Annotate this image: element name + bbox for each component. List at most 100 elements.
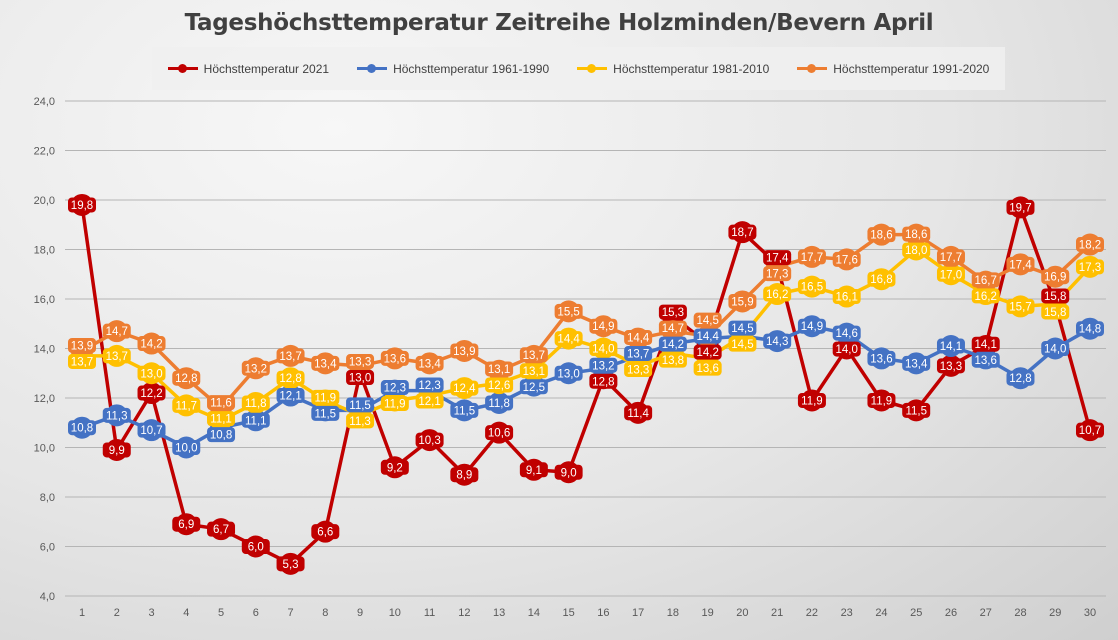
- data-label-background: [1076, 422, 1104, 438]
- data-label: 11,5: [905, 405, 927, 417]
- data-label-background: [137, 365, 166, 381]
- data-label-background: [728, 336, 757, 352]
- data-label: 17,0: [940, 269, 962, 281]
- data-label-background: [971, 336, 1000, 352]
- data-label: 11,4: [627, 408, 649, 420]
- data-label-background: [658, 304, 687, 320]
- data-label: 9,2: [387, 462, 403, 474]
- data-label: 11,5: [349, 400, 371, 412]
- data-label-background: [485, 377, 514, 393]
- data-label: 9,1: [526, 465, 542, 477]
- data-label: 12,1: [418, 396, 440, 408]
- x-tick-label: 28: [1014, 607, 1026, 619]
- data-label-background: [276, 556, 305, 572]
- data-label-background: [380, 350, 409, 366]
- data-label: 14,0: [592, 344, 614, 356]
- data-label: 16,5: [801, 282, 823, 294]
- data-label: 11,9: [871, 395, 893, 407]
- data-label: 14,9: [592, 321, 614, 333]
- x-tick-label: 6: [253, 607, 259, 619]
- data-label: 13,6: [696, 363, 718, 375]
- data-label: 12,8: [175, 373, 197, 385]
- x-tick-label: 10: [389, 607, 401, 619]
- data-label-background: [68, 353, 96, 369]
- data-label-background: [346, 370, 375, 386]
- data-label: 15,5: [557, 306, 579, 318]
- data-label-background: [415, 377, 444, 393]
- data-label: 10,8: [210, 430, 232, 442]
- data-label-background: [519, 462, 548, 478]
- data-label-background: [1041, 341, 1070, 356]
- data-label-background: [519, 363, 548, 379]
- data-label-background: [415, 432, 444, 448]
- data-label-background: [867, 392, 896, 408]
- data-label-background: [763, 266, 792, 282]
- data-label: 14,0: [1044, 344, 1066, 356]
- data-label: 14,2: [696, 347, 718, 359]
- legend-label: Höchsttemperatur 1981-2010: [613, 61, 770, 76]
- data-label: 12,2: [140, 388, 162, 400]
- data-label-background: [1041, 304, 1070, 320]
- data-label-background: [241, 360, 270, 376]
- data-label-background: [311, 405, 340, 421]
- data-label-background: [380, 396, 409, 412]
- legend-item: Höchsttemperatur 2021: [167, 62, 329, 76]
- data-label-background: [902, 402, 931, 418]
- x-tick-label: 26: [945, 607, 957, 619]
- data-label: 15,9: [731, 296, 753, 308]
- data-label-background: [276, 348, 305, 364]
- data-label-background: [276, 370, 305, 386]
- data-label-background: [936, 358, 965, 374]
- data-label: 14,5: [731, 339, 753, 351]
- x-tick-label: 30: [1084, 607, 1096, 619]
- data-label-background: [902, 226, 931, 242]
- data-label: 15,7: [1009, 301, 1031, 313]
- y-tick-label: 24,0: [34, 96, 55, 108]
- data-label: 13,3: [940, 361, 962, 373]
- x-tick-label: 22: [806, 607, 818, 619]
- data-label-background: [102, 348, 131, 364]
- data-label: 17,7: [801, 252, 823, 264]
- x-tick-label: 24: [875, 607, 887, 619]
- data-label: 6,0: [248, 542, 264, 554]
- y-tick-label: 4,0: [40, 591, 55, 603]
- data-label-background: [554, 303, 583, 319]
- data-label: 12,1: [279, 391, 301, 403]
- data-label: 6,9: [178, 519, 194, 531]
- x-tick-label: 18: [667, 607, 679, 619]
- data-label-background: [1041, 288, 1070, 304]
- x-tick-label: 2: [114, 607, 120, 619]
- data-label-background: [450, 467, 479, 483]
- data-label: 14,0: [835, 344, 857, 356]
- legend-item: Höchsttemperatur 1981-2010: [577, 62, 769, 76]
- data-label-background: [172, 440, 201, 455]
- data-label: 17,6: [835, 254, 857, 266]
- data-label-background: [1006, 256, 1035, 272]
- data-label: 11,8: [488, 398, 510, 410]
- data-label-background: [1076, 237, 1104, 253]
- data-label: 14,1: [975, 339, 997, 351]
- x-tick-label: 21: [771, 607, 783, 619]
- data-label-background: [797, 249, 826, 265]
- data-label-background: [172, 516, 201, 532]
- data-label: 14,7: [106, 326, 128, 338]
- data-label-background: [763, 250, 792, 266]
- data-label-background: [415, 393, 444, 409]
- data-label: 13,7: [106, 351, 128, 363]
- data-label: 14,2: [140, 339, 162, 351]
- data-label-background: [658, 336, 687, 352]
- data-label-background: [207, 395, 236, 411]
- data-label-background: [902, 242, 931, 258]
- data-label: 10,7: [140, 425, 162, 437]
- x-tick-label: 15: [562, 607, 574, 619]
- data-label-background: [450, 402, 479, 418]
- data-label-background: [589, 341, 618, 356]
- legend-label: Höchsttemperatur 1991-2020: [833, 61, 990, 76]
- y-tick-label: 16,0: [34, 294, 55, 306]
- data-label: 13,4: [314, 358, 337, 370]
- data-label: 16,7: [975, 275, 997, 287]
- x-tick-label: 29: [1049, 607, 1061, 619]
- data-label: 17,3: [766, 269, 788, 281]
- data-label: 19,7: [1009, 202, 1031, 214]
